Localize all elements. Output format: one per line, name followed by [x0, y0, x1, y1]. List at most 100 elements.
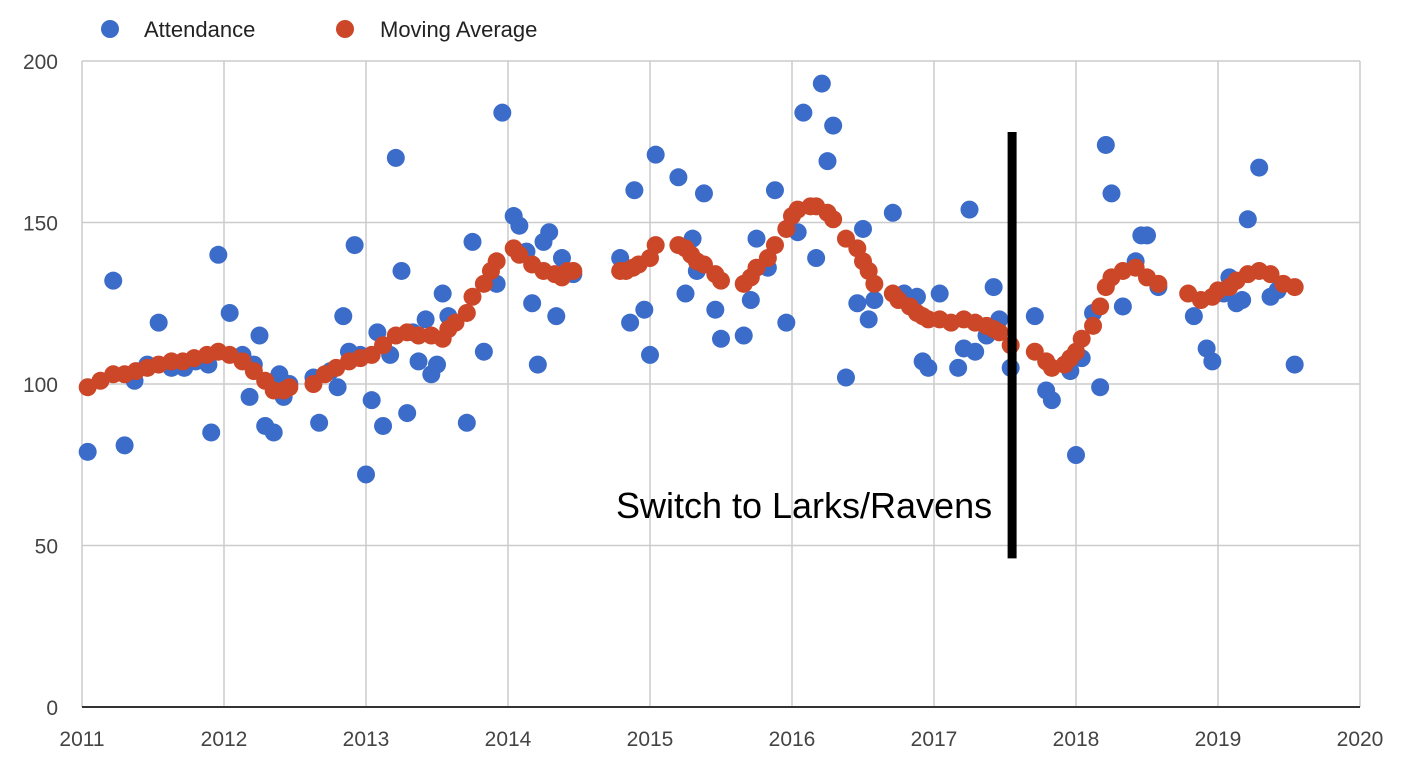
y-axis-ticks: 0 50 100 150 200 [23, 51, 58, 720]
attendance-point [362, 391, 381, 410]
attendance-point [1113, 297, 1132, 316]
attendance-point [310, 413, 329, 432]
attendance-point [398, 404, 417, 423]
attendance-point [960, 200, 979, 219]
attendance-point [919, 358, 938, 377]
attendance-point [635, 300, 654, 319]
attendance-point [463, 232, 482, 251]
moving-average-point [1149, 274, 1168, 293]
moving-average-point [564, 261, 583, 280]
attendance-point [209, 245, 228, 264]
moving-average-point [865, 274, 884, 293]
attendance-point [474, 342, 493, 361]
attendance-point [345, 236, 364, 255]
attendance-point [1138, 226, 1156, 245]
moving-average-point [457, 303, 476, 322]
moving-average-point [712, 271, 730, 290]
attendance-point [777, 313, 796, 332]
attendance-point [104, 271, 123, 290]
y-tick-label: 150 [23, 213, 58, 236]
moving-average-point [409, 326, 428, 345]
moving-average-point [1261, 265, 1280, 284]
attendance-point [149, 313, 168, 332]
attendance-point [836, 368, 855, 387]
attendance-point [510, 216, 529, 235]
moving-average-point [374, 336, 393, 355]
legend-item-attendance[interactable]: Attendance [101, 17, 255, 42]
legend-label-moving-average: Moving Average [380, 17, 537, 42]
moving-average-point [1091, 297, 1110, 316]
attendance-point [1025, 307, 1044, 326]
attendance-point [240, 387, 259, 406]
attendance-point [1285, 355, 1304, 374]
legend-label-attendance: Attendance [144, 17, 255, 42]
legend: Attendance Moving Average [101, 17, 537, 42]
annotation-label: Switch to Larks/Ravens [616, 485, 992, 526]
attendance-point [1238, 210, 1257, 229]
attendance-point [1091, 378, 1110, 397]
moving-average-point [280, 378, 299, 397]
moving-average-point [463, 287, 482, 306]
x-tick-label: 2017 [911, 728, 958, 751]
moving-average-point [510, 245, 529, 264]
legend-item-moving-average[interactable]: Moving Average [336, 17, 537, 42]
attendance-point [416, 310, 435, 329]
attendance-point [966, 342, 985, 361]
attendance-point [794, 103, 813, 122]
attendance-point [202, 423, 221, 442]
attendance-point [984, 278, 1003, 297]
attendance-point [115, 436, 134, 455]
series-moving-average [78, 197, 1304, 400]
legend-marker-moving-average [336, 20, 354, 38]
attendance-point [264, 423, 283, 442]
attendance-point [547, 307, 566, 326]
attendance-point [433, 284, 452, 303]
attendance-point [250, 326, 269, 345]
moving-average-point [487, 252, 506, 271]
attendance-point [1233, 291, 1252, 310]
moving-average-point [990, 323, 1009, 342]
attendance-point [930, 284, 949, 303]
x-tick-label: 2018 [1053, 728, 1100, 751]
annotation: Switch to Larks/Ravens [616, 132, 1017, 559]
y-tick-label: 0 [46, 697, 58, 720]
attendance-point [859, 310, 878, 329]
attendance-point [694, 184, 713, 203]
attendance-point [625, 181, 644, 200]
x-tick-label: 2015 [627, 728, 674, 751]
moving-average-point [824, 210, 843, 229]
attendance-point [334, 307, 353, 326]
attendance-point [1042, 391, 1061, 410]
attendance-point [712, 329, 730, 348]
attendance-point [621, 313, 640, 332]
attendance-point [765, 181, 784, 200]
x-axis-ticks: 2011 2012 2013 2014 2015 2016 2017 2018 2019 2020 [59, 728, 1383, 751]
attendance-point [818, 152, 837, 171]
x-tick-label: 2020 [1337, 728, 1384, 751]
attendance-point [457, 413, 476, 432]
attendance-point [409, 352, 428, 371]
attendance-point [523, 294, 542, 313]
y-tick-label: 200 [23, 51, 58, 74]
attendance-point [428, 355, 446, 374]
attendance-point [741, 291, 760, 310]
attendance-point [865, 291, 884, 310]
attendance-point [669, 168, 688, 187]
attendance-point [734, 326, 753, 345]
attendance-point [386, 148, 405, 167]
attendance-point [1250, 158, 1269, 177]
moving-average-point [1285, 278, 1304, 297]
attendance-point [328, 378, 347, 397]
attendance-point [1184, 307, 1203, 326]
attendance-point [848, 294, 867, 313]
attendance-point [357, 465, 375, 484]
x-tick-label: 2019 [1195, 728, 1242, 751]
moving-average-point [1084, 316, 1103, 335]
moving-average-point [1072, 329, 1091, 348]
legend-marker-attendance [101, 20, 119, 38]
attendance-point [883, 203, 902, 222]
attendance-point [854, 219, 872, 238]
attendance-point [706, 300, 725, 319]
moving-average-point [646, 236, 665, 255]
moving-average-point [765, 236, 784, 255]
